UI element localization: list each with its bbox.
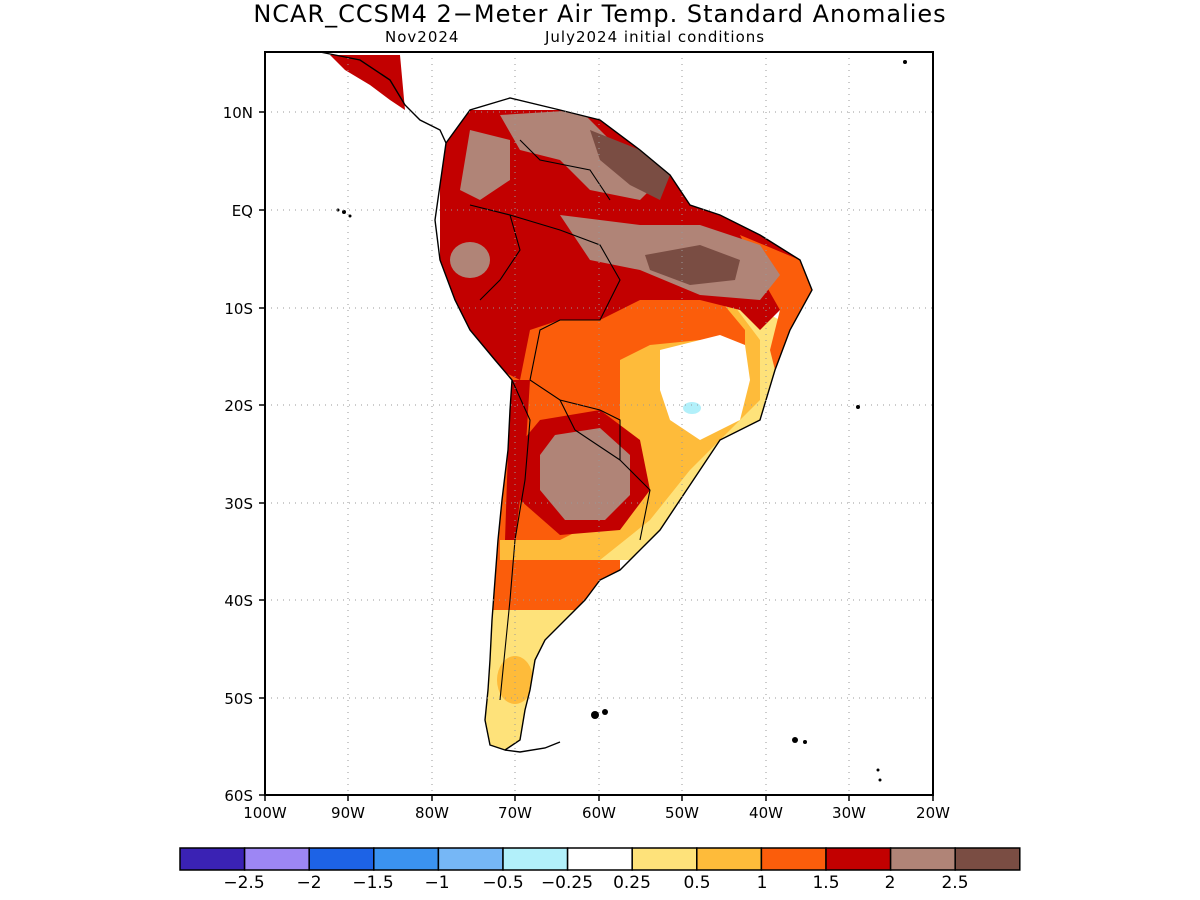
color-bar-label: −2 <box>296 873 321 893</box>
anomaly-region-brown-north <box>500 110 660 200</box>
lon-label: 100W <box>243 804 287 822</box>
lon-label: 40W <box>749 804 783 822</box>
color-bar-swatch <box>243 847 310 871</box>
islands <box>336 60 907 782</box>
lon-label: 90W <box>331 804 365 822</box>
color-bar-label: 1.5 <box>812 873 839 893</box>
color-bar-swatch <box>437 847 504 871</box>
anomaly-region-central-america <box>330 55 405 110</box>
lat-label: 10N <box>223 104 253 122</box>
color-bar-swatch <box>502 847 569 871</box>
longitude-labels: 100W 90W 80W 70W 60W 50W 40W 30W 20W <box>243 804 950 822</box>
lon-label: 80W <box>415 804 449 822</box>
lon-label: 30W <box>832 804 866 822</box>
lat-label: EQ <box>232 202 253 220</box>
color-bar-swatch <box>696 847 763 871</box>
lat-label: 20S <box>224 397 253 415</box>
color-bar-label: −1 <box>424 873 449 893</box>
lat-label: 30S <box>224 495 253 513</box>
color-bar-swatch <box>889 847 956 871</box>
color-bar-labels: −2.5 −2 −1.5 −1 −0.5 −0.25 0.25 0.5 1 1.… <box>223 873 968 893</box>
lon-label: 20W <box>916 804 950 822</box>
anomaly-region-brown-south <box>540 428 630 520</box>
color-bar-label: −0.5 <box>482 873 523 893</box>
lat-label: 40S <box>224 592 253 610</box>
color-bar-label: 0.25 <box>613 873 651 893</box>
initial-conditions-label: July2024 initial conditions <box>545 28 766 46</box>
color-bar-label: −2.5 <box>223 873 264 893</box>
color-bar-label: 0.5 <box>683 873 710 893</box>
color-bar-swatch <box>179 847 246 871</box>
color-bar-label: 2.5 <box>941 873 968 893</box>
country-borders <box>469 139 651 701</box>
anomaly-region-darkbrown-guianas <box>590 130 670 200</box>
map-title: NCAR_CCSM4 2−Meter Air Temp. Standard An… <box>253 0 947 28</box>
color-bar <box>179 847 1021 871</box>
anomaly-region-darkbrown-nordeste <box>645 245 740 285</box>
color-bar-label: 1 <box>757 873 768 893</box>
lon-label: 60W <box>582 804 616 822</box>
color-bar-label: −1.5 <box>352 873 393 893</box>
color-bar-label: 2 <box>885 873 896 893</box>
anomaly-region-neutral <box>660 335 750 440</box>
axis-ticks <box>259 111 934 801</box>
lat-label: 60S <box>224 787 253 805</box>
coastlines <box>319 51 813 753</box>
color-bar-label: −0.25 <box>541 873 593 893</box>
lat-label: 50S <box>224 690 253 708</box>
color-bar-swatch <box>825 847 892 871</box>
lon-label: 50W <box>665 804 699 822</box>
color-bar-swatch <box>373 847 440 871</box>
latitude-labels: 10N EQ 10S 20S 30S 40S 50S 60S <box>223 104 253 805</box>
lon-label: 70W <box>498 804 532 822</box>
lat-label: 10S <box>224 300 253 318</box>
color-bar-swatch <box>566 847 633 871</box>
color-bar-swatch <box>631 847 698 871</box>
anomaly-region-patagonia <box>497 656 533 704</box>
forecast-month: Nov2024 <box>385 28 460 46</box>
anomaly-region-cool <box>683 402 701 414</box>
color-bar-swatch <box>954 847 1021 871</box>
color-bar-swatch <box>308 847 375 871</box>
color-bar-swatch <box>760 847 827 871</box>
